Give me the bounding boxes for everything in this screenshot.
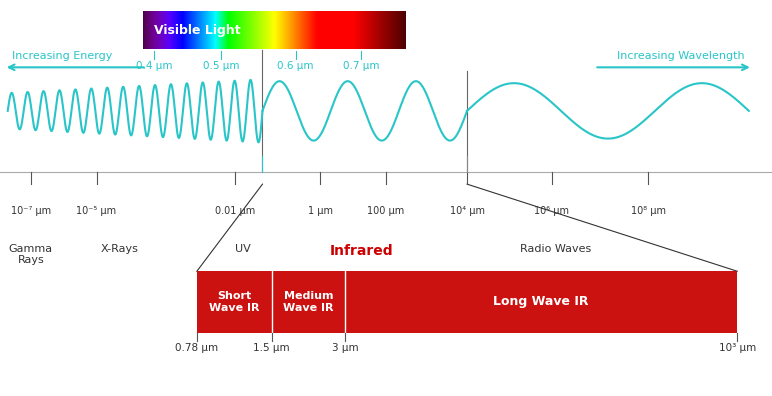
Text: Gamma
Rays: Gamma Rays xyxy=(8,244,53,265)
Text: am: am xyxy=(615,283,628,292)
Text: 10⁻⁷ μm: 10⁻⁷ μm xyxy=(11,206,51,216)
Text: Short
Wave IR: Short Wave IR xyxy=(209,291,259,313)
Text: Infrared: Infrared xyxy=(330,244,393,257)
Text: 10⁻⁵ μm: 10⁻⁵ μm xyxy=(76,206,117,216)
Text: 10⁶ μm: 10⁶ μm xyxy=(534,206,570,216)
Text: X-Rays: X-Rays xyxy=(100,244,139,253)
Text: 10³ μm: 10³ μm xyxy=(719,343,756,352)
Text: Increasing Wavelength: Increasing Wavelength xyxy=(618,51,745,61)
Text: 0.7 μm: 0.7 μm xyxy=(343,61,380,71)
Text: Visible Light: Visible Light xyxy=(154,24,241,37)
Text: Long Wave IR: Long Wave IR xyxy=(493,295,589,308)
Text: 3 μm: 3 μm xyxy=(332,343,358,352)
Text: Radio Waves: Radio Waves xyxy=(520,244,591,253)
Text: 100 μm: 100 μm xyxy=(367,206,405,216)
Text: UV: UV xyxy=(235,244,251,253)
Text: fm: fm xyxy=(558,283,569,292)
Text: 0.01 μm: 0.01 μm xyxy=(215,206,256,216)
Text: 0.5 μm: 0.5 μm xyxy=(202,61,239,71)
Text: 0.4 μm: 0.4 μm xyxy=(136,61,173,71)
Text: 10⁴ μm: 10⁴ μm xyxy=(449,206,485,216)
Text: 0.78 μm: 0.78 μm xyxy=(175,343,218,352)
Text: Increasing Energy: Increasing Energy xyxy=(12,51,112,61)
Text: 1.5 μm: 1.5 μm xyxy=(253,343,290,352)
Text: radar: radar xyxy=(479,283,502,292)
Bar xyxy=(197,271,737,333)
Text: 10⁸ μm: 10⁸ μm xyxy=(631,206,666,216)
Text: 1 μm: 1 μm xyxy=(308,206,333,216)
Text: Medium
Wave IR: Medium Wave IR xyxy=(283,291,334,313)
Text: tv: tv xyxy=(523,283,531,292)
Text: 0.6 μm: 0.6 μm xyxy=(277,61,314,71)
